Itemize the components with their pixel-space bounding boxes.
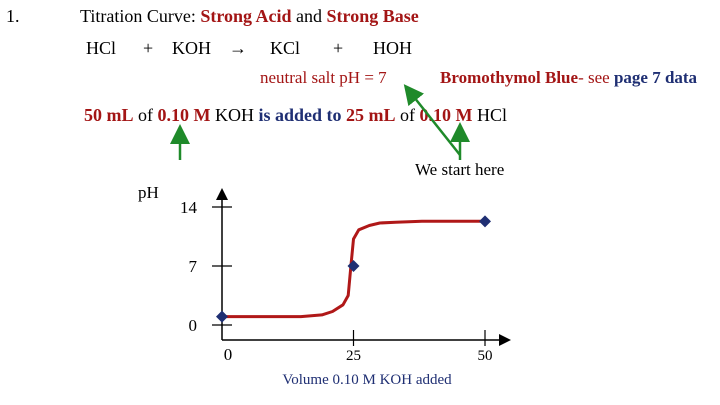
y-axis-label: pH (138, 183, 159, 202)
data-marker-1 (347, 260, 360, 272)
reactant-koh: KOH (172, 38, 211, 58)
title-acid: Strong Acid (200, 6, 292, 26)
slide-number: 1. (6, 6, 20, 26)
y-tick-label-0: 0 (189, 316, 198, 335)
addition-description: 50 mL of 0.10 M KOH is added to 25 mL of… (84, 105, 507, 126)
data-marker-2 (479, 215, 491, 228)
of-text-2: of (395, 105, 420, 125)
indicator-see: - see (578, 68, 614, 87)
title-prefix: Titration Curve: (80, 6, 201, 26)
acid-volume: 25 mL (346, 105, 396, 125)
axis-tick-labels: 0 7 14 0 25 50 (180, 198, 493, 364)
reactant-hcl: HCl (86, 38, 117, 58)
axis-ticks (212, 206, 486, 346)
base-concentration: 0.10 M (157, 105, 211, 125)
y-tick-label-1: 7 (189, 257, 198, 276)
indicator-note: Bromothymol Blue- see page 7 data (440, 68, 697, 88)
data-marker-0 (216, 310, 228, 323)
indicator-name: Bromothymol Blue (440, 68, 579, 87)
plus-sign-2: + (333, 38, 344, 58)
indicator-page: page 7 data (613, 68, 698, 87)
base-volume: 50 mL (84, 105, 134, 125)
x-tick-label-1: 25 (346, 348, 361, 364)
x-axis-label: Volume 0.10 M KOH added (282, 372, 452, 388)
is-added-to: is added to (254, 105, 347, 125)
product-kcl: KCl (270, 38, 301, 58)
annotation-arrows (170, 84, 470, 160)
reaction-arrow: → (229, 38, 247, 58)
arrow-to-salt-note (403, 84, 461, 156)
plus-sign-1: + (143, 38, 154, 58)
title-base: Strong Base (326, 6, 419, 26)
start-note: We start here (415, 160, 505, 179)
base-name: KOH (210, 105, 254, 125)
x-tick-label-2: 50 (478, 348, 493, 364)
x-tick-label-0: 0 (224, 345, 233, 364)
neutral-salt-note: neutral salt pH = 7 (260, 68, 387, 87)
y-tick-label-2: 14 (180, 198, 198, 217)
title-and: and (291, 6, 327, 26)
slide-title: Titration Curve: Strong Acid and Strong … (80, 6, 419, 27)
product-hoh: HOH (373, 38, 412, 58)
data-markers (216, 215, 491, 323)
of-text-1: of (133, 105, 158, 125)
acid-name: HCl (472, 105, 508, 125)
